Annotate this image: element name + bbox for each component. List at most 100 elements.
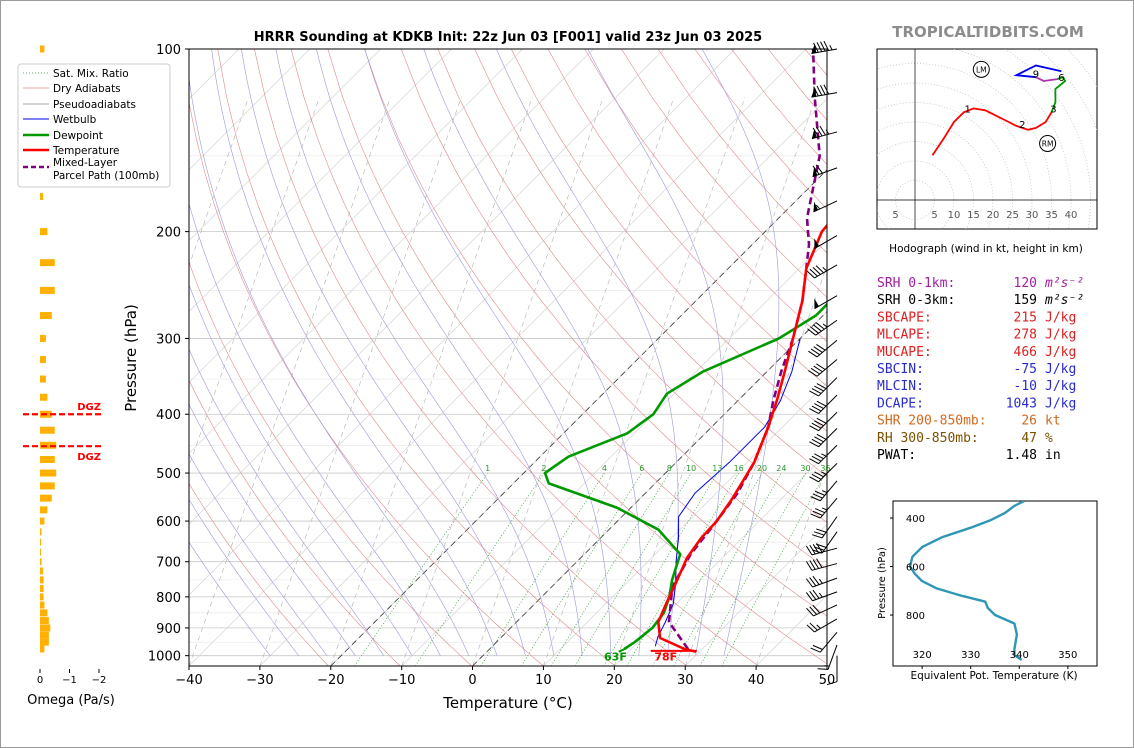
- wind-barb-half: [821, 453, 827, 457]
- reference-dashed-line: [755, 465, 827, 666]
- series-dewpoint-line: [543, 302, 827, 651]
- pseudoadiabat-line: [189, 202, 441, 656]
- wind-barb-full: [817, 668, 829, 670]
- wind-barb-full: [814, 546, 825, 551]
- pseudoadiabat-line: [189, 403, 356, 656]
- y-tick-label: 400: [156, 408, 181, 423]
- omega-tick-label: 0: [37, 675, 43, 686]
- series-wetbulb-line: [654, 338, 801, 647]
- dry-adiabat-line: [364, 49, 827, 617]
- hodograph-motion-marker: [1039, 134, 1057, 152]
- omega-bar: [40, 585, 44, 593]
- chart-title: HRRR Sounding at KDKB Init: 22z Jun 03 […: [254, 30, 762, 45]
- wind-barb-full: [816, 363, 826, 370]
- theta-e-frame: [892, 500, 1098, 667]
- wind-barb-full: [809, 458, 819, 465]
- stat-label: RH 300-850mb:: [877, 431, 979, 446]
- stat-unit: kt: [1045, 414, 1061, 429]
- isotherm-line: [614, 452, 827, 666]
- wind-barb-full: [815, 322, 825, 330]
- mixing-ratio-line: [521, 472, 643, 666]
- stat-unit: in: [1045, 448, 1061, 463]
- wind-barb: [812, 164, 838, 178]
- wind-barb-staff: [815, 319, 838, 336]
- mixing-ratio-label: 10: [686, 464, 696, 473]
- x-tick-label: −30: [246, 673, 273, 688]
- stat-unit: J/kg: [1045, 379, 1076, 394]
- wind-barb-staff: [816, 359, 838, 377]
- wind-barb-staff: [819, 497, 838, 519]
- series-mixedlayer-line: [667, 49, 822, 650]
- legend-label: Dewpoint: [53, 130, 103, 142]
- mixing-ratio-label: 20: [757, 464, 767, 473]
- wind-barb-full: [809, 577, 817, 587]
- wind-barb-full: [813, 42, 819, 53]
- wind-barb: [809, 377, 838, 397]
- reference-dashed-line: [684, 264, 827, 666]
- omega-bar: [40, 538, 41, 546]
- y-tick-label: 200: [156, 226, 181, 241]
- reference-dashed-line: [614, 96, 817, 666]
- y-tick-label: 700: [156, 556, 181, 571]
- wind-barb: [826, 655, 838, 686]
- wind-barb-full: [814, 436, 824, 443]
- x-tick-label: 30: [677, 673, 694, 688]
- stat-label: SBCIN:: [877, 362, 924, 377]
- surface-dewpoint-tick: [618, 647, 627, 653]
- x-tick-label: 20: [606, 673, 623, 688]
- y-tick-label: 600: [156, 515, 181, 530]
- wind-barb: [806, 618, 838, 633]
- dry-adiabat-line: [400, 49, 827, 570]
- omega-bar: [40, 441, 57, 449]
- hodograph-ring-label: 30: [1026, 210, 1039, 221]
- theta-e-axis-label: Equivalent Pot. Temperature (K): [910, 670, 1077, 682]
- wind-barb-full: [816, 85, 823, 96]
- omega-bar: [40, 548, 41, 556]
- hodograph-ring-label: 5: [892, 210, 898, 221]
- wind-barb: [812, 516, 838, 539]
- wind-barb-staff: [811, 92, 838, 98]
- wind-barb: [810, 631, 838, 653]
- hodograph-motion-label: RM: [1042, 139, 1054, 148]
- wind-barb-full: [814, 403, 824, 410]
- legend-label: Pseudoadiabats: [53, 99, 136, 111]
- omega-bar: [40, 576, 44, 584]
- wind-barb-half: [822, 323, 828, 328]
- wind-barb-full: [809, 590, 817, 600]
- wind-barb-full: [823, 40, 830, 51]
- series-temperature-line: [656, 223, 827, 653]
- wind-barb-full: [809, 441, 819, 448]
- mixing-ratio-line: [480, 472, 605, 666]
- hodograph: 5 5 10 15 20 25 30 35 40 1 2 3 6 9 LM RM: [876, 48, 1098, 230]
- stat-unit: J/kg: [1045, 396, 1076, 411]
- wind-barb: [806, 604, 838, 617]
- mixing-ratio-line: [574, 472, 692, 666]
- wind-barb-staff: [818, 394, 838, 414]
- wind-barb: [806, 264, 838, 279]
- dgz-label: DGZ: [77, 402, 101, 413]
- wind-barb-full: [816, 543, 823, 553]
- pseudoadiabat-line: [701, 49, 780, 656]
- wind-barb-full: [813, 86, 819, 97]
- wind-barb-staff: [814, 618, 838, 633]
- stat-label: MLCIN:: [877, 379, 924, 394]
- wind-barb-staff: [812, 577, 838, 588]
- wind-barb-full: [815, 508, 825, 514]
- mixing-ratio-label: 6: [639, 464, 644, 473]
- wind-barb-full: [809, 544, 816, 555]
- stat-label: MUCAPE:: [877, 345, 932, 360]
- dry-adiabat-line: [189, 100, 544, 666]
- wind-barb-full: [816, 417, 827, 424]
- wind-barb-staff: [821, 531, 838, 554]
- wind-barb-staff: [812, 591, 838, 602]
- theta-e-y-tick-label: 800: [906, 611, 925, 622]
- x-tick-label: 40: [748, 673, 765, 688]
- hodograph-ring-label: 40: [1065, 210, 1078, 221]
- wind-barb-staff: [813, 604, 838, 617]
- hodograph-ring-label: 35: [1045, 210, 1058, 221]
- wind-barb-full: [815, 265, 824, 274]
- pseudoadiabat-line: [587, 49, 724, 656]
- wind-barb-half: [818, 578, 823, 584]
- wind-barb-full: [816, 400, 827, 407]
- omega-bar: [40, 567, 43, 575]
